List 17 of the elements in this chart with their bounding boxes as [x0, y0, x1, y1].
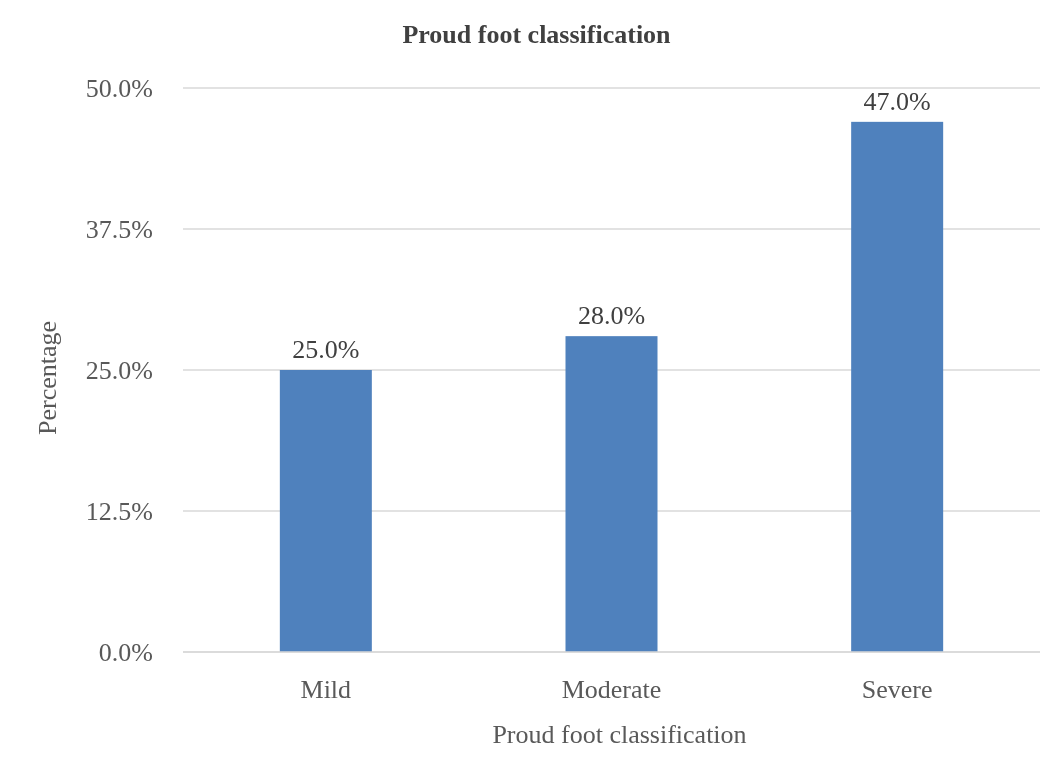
x-tick-label: Severe [861, 675, 933, 704]
data-label: 47.0% [863, 86, 931, 116]
chart-title: Proud foot classification [402, 20, 672, 49]
data-label: 28.0% [577, 301, 646, 331]
bar [851, 121, 944, 652]
bar [565, 336, 658, 652]
y-tick-label: 12.5% [85, 497, 153, 526]
x-tick-label: Mild [300, 675, 352, 704]
y-tick-label: 0.0% [98, 638, 153, 667]
y-tick-label: 50.0% [85, 74, 153, 103]
data-label: 25.0% [292, 335, 360, 364]
y-tick-label: 37.5% [85, 215, 153, 244]
x-tick-label: Moderate [561, 675, 662, 704]
y-axis-title: Percentage [33, 320, 62, 436]
bar [279, 370, 372, 652]
y-tick-label: 25.0% [85, 356, 153, 385]
x-axis-title: Proud foot classification [492, 720, 747, 749]
